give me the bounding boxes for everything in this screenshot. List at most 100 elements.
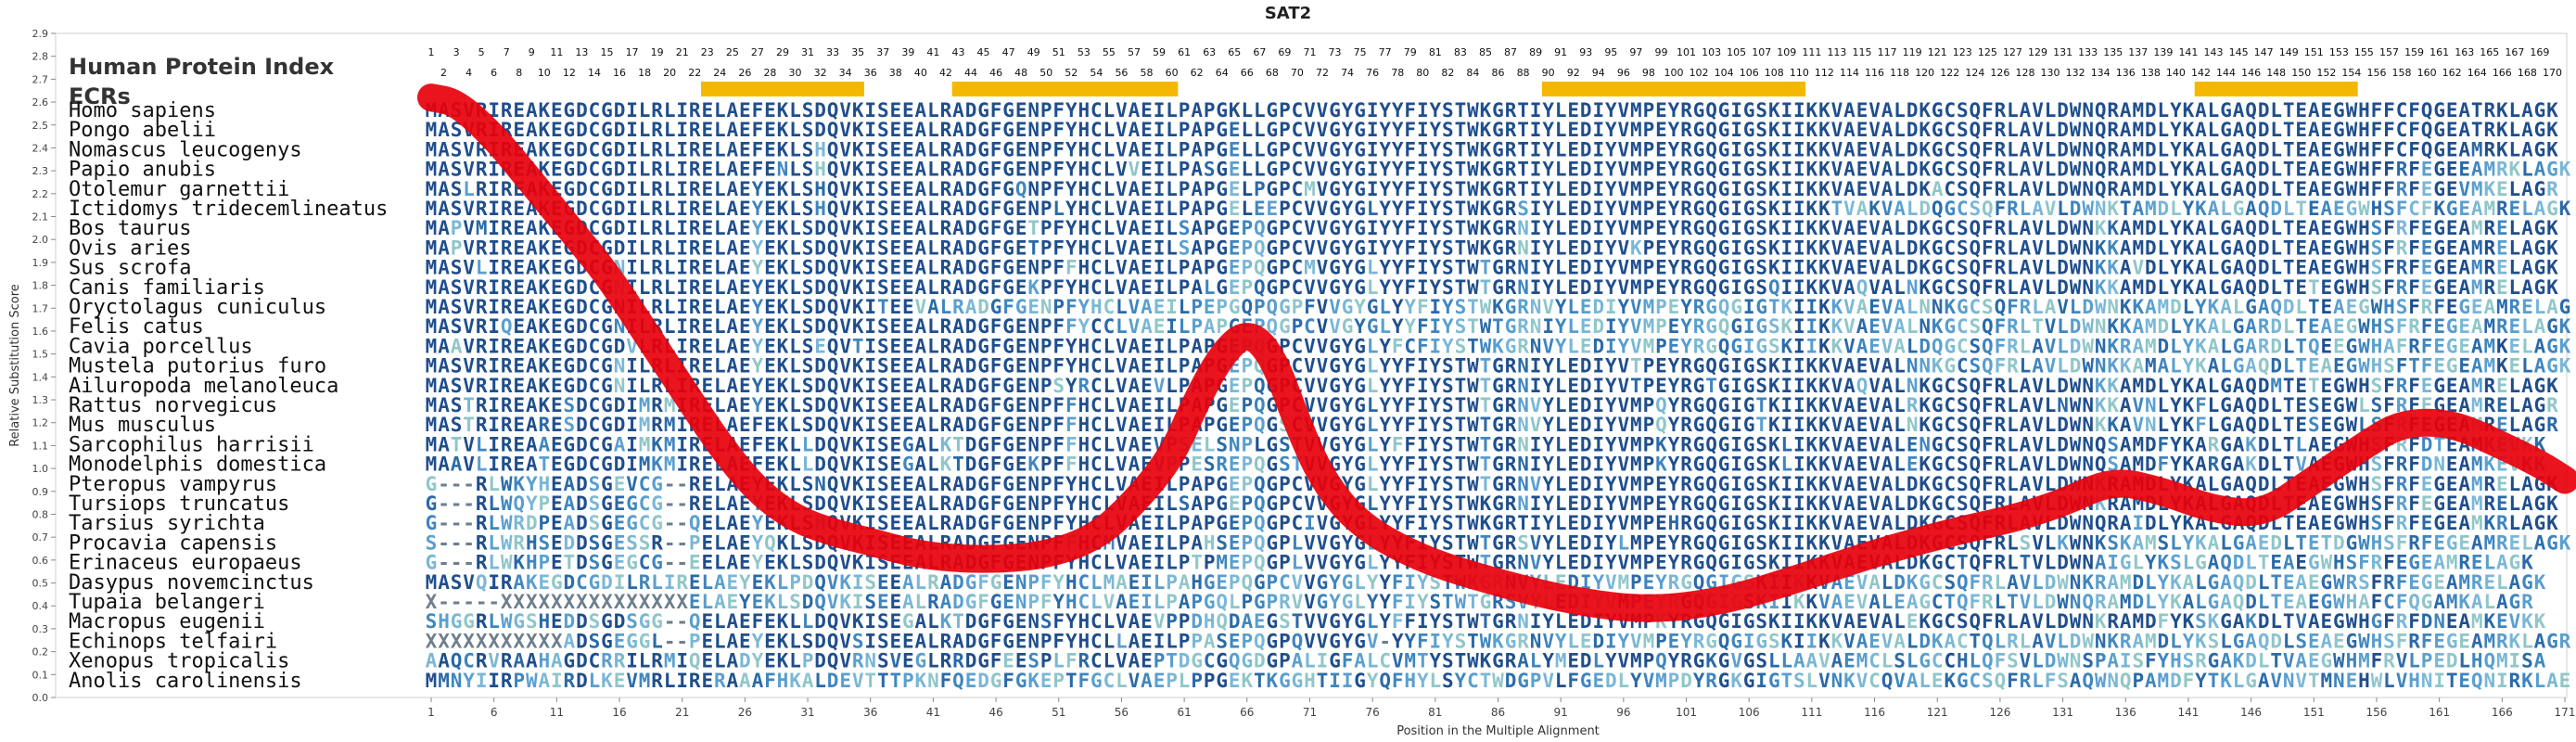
index-number: 28 — [763, 67, 776, 79]
residue: I — [1154, 119, 1166, 141]
residue: R — [2107, 138, 2119, 160]
residue: L — [1166, 159, 1178, 181]
residue: K — [777, 99, 789, 122]
residue: L — [1103, 138, 1116, 160]
residue: K — [1229, 99, 1241, 122]
x-tick-label: 31 — [800, 706, 814, 719]
residue: S — [1755, 99, 1767, 122]
residue: L — [2158, 99, 2170, 122]
residue: F — [1982, 119, 1994, 141]
y-axis-label: Relative Substitution Score — [8, 284, 22, 447]
residue: C — [1292, 99, 1304, 122]
residue: Q — [827, 159, 839, 181]
residue: L — [1894, 99, 1906, 122]
residue: G — [1718, 159, 1730, 181]
residue: Y — [1342, 159, 1354, 181]
residue: L — [789, 138, 801, 160]
index-number: 57 — [1128, 46, 1141, 58]
residue: C — [2396, 119, 2408, 141]
residue: A — [1191, 159, 1203, 181]
residue: E — [1141, 138, 1153, 160]
x-tick-label: 101 — [1676, 706, 1697, 719]
residue: D — [814, 119, 826, 141]
index-number: 160 — [2417, 67, 2437, 79]
residue: D — [965, 119, 977, 141]
residue: D — [1906, 99, 1919, 122]
residue: F — [990, 138, 1002, 160]
residue: G — [601, 159, 613, 181]
residue: R — [2546, 414, 2558, 436]
residue: R — [476, 159, 488, 181]
index-number: 59 — [1153, 46, 1166, 58]
residue: Q — [2095, 138, 2107, 160]
index-number: 98 — [1642, 67, 1655, 79]
residue: A — [2020, 119, 2032, 141]
index-number: 109 — [1777, 46, 1796, 58]
y-tick-label: 2.2 — [32, 188, 49, 200]
residue: D — [576, 138, 588, 160]
x-tick-label: 61 — [1177, 706, 1191, 719]
index-number: 19 — [651, 46, 664, 58]
index-number: 31 — [801, 46, 814, 58]
residue: R — [1995, 119, 2007, 141]
x-tick-label: 16 — [612, 706, 626, 719]
sequence-row: MASVRIREAKEGDCGDILRLIRELAEFEKLSHQVKISEEA… — [426, 138, 2558, 160]
residue: V — [1317, 138, 1329, 160]
residue: D — [1580, 138, 1592, 160]
chart-title: SAT2 — [1265, 4, 1311, 23]
residue: G — [564, 159, 576, 181]
residue: I — [864, 119, 876, 141]
residue: Y — [1065, 99, 1078, 122]
residue: G — [2433, 99, 2445, 122]
residue: E — [889, 138, 901, 160]
residue: I — [1530, 119, 1542, 141]
residue: E — [1567, 138, 1579, 160]
residue: E — [701, 159, 713, 181]
index-number: 68 — [1266, 67, 1279, 79]
residue: S — [1442, 159, 1454, 181]
index-number: 83 — [1454, 46, 1467, 58]
index-number: 99 — [1654, 46, 1667, 58]
residue: A — [1129, 119, 1141, 141]
residue: I — [1793, 159, 1805, 181]
x-tick-label: 66 — [1240, 706, 1254, 719]
index-number: 80 — [1416, 67, 1429, 79]
x-tick-label: 46 — [988, 706, 1002, 719]
residue: L — [2007, 99, 2019, 122]
residue: K — [2546, 99, 2558, 122]
residue: Q — [2095, 99, 2107, 122]
residue: Y — [1392, 99, 1404, 122]
residue: D — [614, 159, 626, 181]
residue: V — [839, 99, 851, 122]
index-number: 117 — [1878, 46, 1897, 58]
index-number: 65 — [1228, 46, 1241, 58]
residue: F — [1982, 159, 1994, 181]
residue: G — [1002, 159, 1014, 181]
residue: R — [1505, 138, 1517, 160]
residue: E — [1567, 99, 1579, 122]
index-number: 6 — [491, 67, 497, 79]
y-tick-label: 0.0 — [32, 692, 49, 704]
residue: I — [1592, 99, 1604, 122]
species-name: Procavia capensis — [69, 531, 277, 555]
species-name: Cavia porcellus — [69, 335, 253, 358]
residue: E — [701, 99, 713, 122]
residue: Q — [1970, 99, 1982, 122]
residue: H — [2358, 99, 2370, 122]
residue: G — [1329, 159, 1341, 181]
index-number: 4 — [465, 67, 472, 79]
species-name: Tupaia belangeri — [69, 591, 265, 614]
species-name: Macropus eugenii — [69, 610, 265, 633]
residue: E — [739, 99, 751, 122]
index-number: 125 — [1978, 46, 1997, 58]
residue: M — [1630, 119, 1642, 141]
index-number: 89 — [1529, 46, 1542, 58]
index-number: 103 — [1702, 46, 1721, 58]
residue: L — [1241, 99, 1253, 122]
residue: Y — [1065, 159, 1078, 181]
residue: W — [2070, 159, 2082, 181]
residue: A — [2020, 99, 2032, 122]
residue: G — [977, 119, 989, 141]
residue: E — [513, 119, 525, 141]
residue: K — [852, 138, 864, 160]
